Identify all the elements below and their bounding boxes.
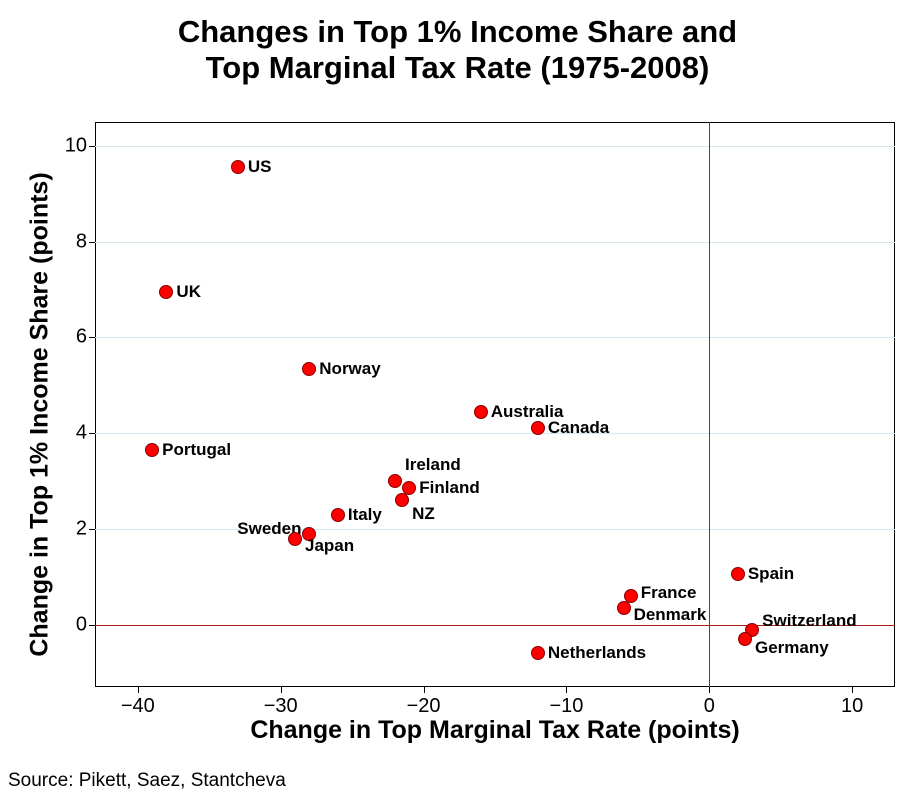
x-tick — [852, 687, 853, 693]
data-point — [288, 532, 302, 546]
data-point — [231, 160, 245, 174]
data-point — [731, 567, 745, 581]
source-text: Source: Pikett, Saez, Stantcheva — [8, 770, 286, 792]
x-tick-label: 10 — [841, 695, 863, 718]
y-tick-label: 4 — [61, 422, 87, 445]
data-point — [302, 362, 316, 376]
data-point-label: UK — [176, 282, 201, 302]
data-point-label: NZ — [412, 504, 435, 524]
data-point-label: Portugal — [162, 440, 231, 460]
data-point — [531, 646, 545, 660]
gridline — [95, 146, 895, 147]
data-point-label: Norway — [319, 359, 380, 379]
title-line-2: Top Marginal Tax Rate (1975-2008) — [206, 50, 710, 85]
data-point-label: Spain — [748, 564, 794, 584]
data-point — [531, 421, 545, 435]
x-tick — [709, 687, 710, 693]
data-point — [331, 508, 345, 522]
y-tick-label: 6 — [61, 326, 87, 349]
data-point-label: Italy — [348, 505, 382, 525]
x-tick-label: −40 — [121, 695, 155, 718]
data-point — [738, 632, 752, 646]
plot-area: −40−30−20−100100246810USUKNorwayAustrali… — [95, 122, 895, 687]
data-point — [474, 405, 488, 419]
data-point — [145, 443, 159, 457]
refline-x-zero — [709, 122, 710, 687]
y-tick-label: 2 — [61, 517, 87, 540]
chart-title: Changes in Top 1% Income Share and Top M… — [0, 14, 915, 85]
data-point-label: US — [248, 157, 272, 177]
title-line-1: Changes in Top 1% Income Share and — [178, 14, 737, 49]
data-point — [395, 493, 409, 507]
x-tick — [281, 687, 282, 693]
data-point-label: Ireland — [405, 455, 461, 475]
y-tick — [89, 433, 95, 434]
gridline — [95, 529, 895, 530]
data-point-label: Switzerland — [762, 611, 856, 631]
data-point-label: Canada — [548, 418, 609, 438]
x-axis-label: Change in Top Marginal Tax Rate (points) — [95, 716, 895, 745]
chart-root: Changes in Top 1% Income Share and Top M… — [0, 0, 915, 794]
x-tick — [138, 687, 139, 693]
gridline — [95, 242, 895, 243]
y-tick — [89, 337, 95, 338]
y-tick — [89, 625, 95, 626]
data-point — [159, 285, 173, 299]
y-tick — [89, 242, 95, 243]
gridline — [95, 433, 895, 434]
data-point-label: Netherlands — [548, 643, 646, 663]
data-point-label: Finland — [419, 478, 479, 498]
x-tick-label: −20 — [407, 695, 441, 718]
gridline — [95, 337, 895, 338]
x-tick — [566, 687, 567, 693]
y-tick — [89, 146, 95, 147]
x-tick-label: 0 — [704, 695, 715, 718]
data-point — [388, 474, 402, 488]
data-point-label: France — [641, 583, 697, 603]
y-tick — [89, 529, 95, 530]
y-tick-label: 10 — [61, 134, 87, 157]
x-tick-label: −30 — [264, 695, 298, 718]
y-axis-label: Change in Top 1% Income Share (points) — [26, 65, 55, 765]
y-tick-label: 8 — [61, 230, 87, 253]
x-tick — [424, 687, 425, 693]
data-point-label: Denmark — [634, 605, 707, 625]
data-point-label: Germany — [755, 638, 829, 658]
data-point-label: Japan — [305, 536, 354, 556]
x-tick-label: −10 — [549, 695, 583, 718]
data-point — [617, 601, 631, 615]
y-tick-label: 0 — [61, 613, 87, 636]
